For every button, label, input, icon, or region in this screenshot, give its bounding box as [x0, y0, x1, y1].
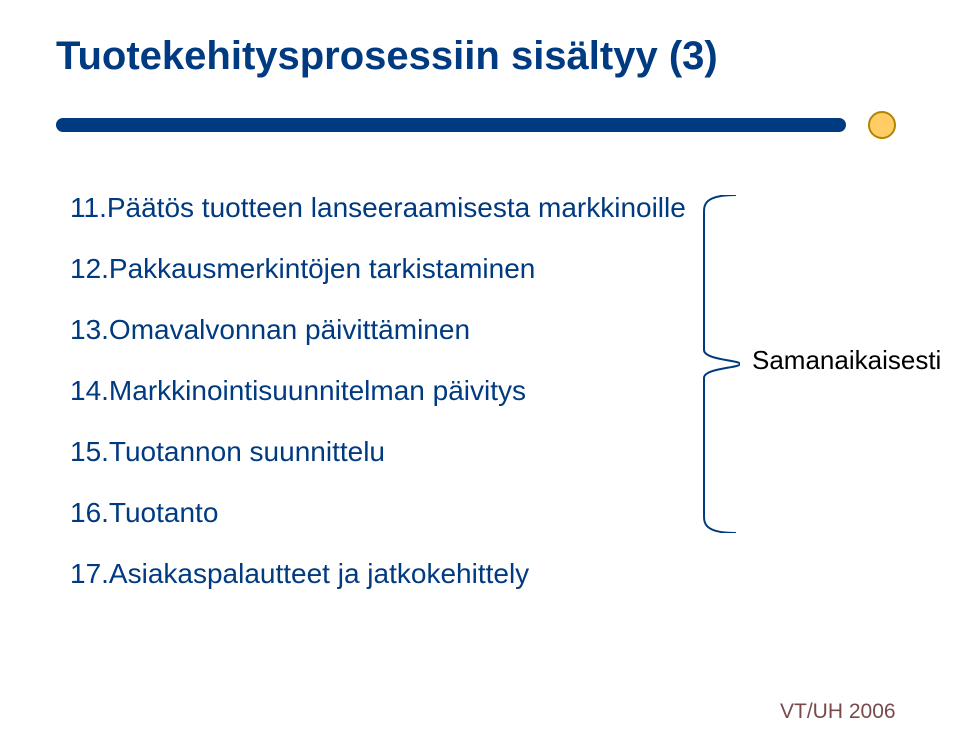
list-item-text: 16.Tuotanto	[70, 497, 218, 528]
annotation-label: Samanaikaisesti	[752, 345, 941, 376]
content-list: 11.Päätös tuotteen lanseeraamisesta mark…	[70, 190, 690, 591]
list-item-text: 12.Pakkausmerkintöjen tarkistaminen	[70, 253, 535, 284]
list-item-text: 17.Asiakaspalautteet ja jatkokehittely	[70, 558, 529, 589]
slide: Tuotekehitysprosessiin sisältyy (3) 11.P…	[0, 0, 960, 744]
list-item-text: 15.Tuotannon suunnittelu	[70, 436, 385, 467]
list-item-text: 14.Markkinointisuunnitelman päivitys	[70, 375, 526, 406]
list-item-text: 13.Omavalvonnan päivittäminen	[70, 314, 470, 345]
list-item: 15.Tuotannon suunnittelu	[70, 434, 690, 469]
title-underline-bar	[56, 118, 846, 132]
list-item: 17.Asiakaspalautteet ja jatkokehittely	[70, 556, 690, 591]
list-item-text: 11.Päätös tuotteen lanseeraamisesta mark…	[70, 192, 686, 223]
list-item: 13.Omavalvonnan päivittäminen	[70, 312, 690, 347]
accent-dot-icon	[868, 111, 896, 139]
list-item: 12.Pakkausmerkintöjen tarkistaminen	[70, 251, 690, 286]
list-item: 11.Päätös tuotteen lanseeraamisesta mark…	[70, 190, 690, 225]
footer-text: VT/UH 2006	[780, 700, 896, 724]
curly-brace-path	[704, 195, 740, 533]
list-item: 16.Tuotanto	[70, 495, 690, 530]
list-item: 14.Markkinointisuunnitelman päivitys	[70, 373, 690, 408]
curly-brace-icon	[700, 195, 740, 533]
slide-title: Tuotekehitysprosessiin sisältyy (3)	[56, 34, 718, 79]
